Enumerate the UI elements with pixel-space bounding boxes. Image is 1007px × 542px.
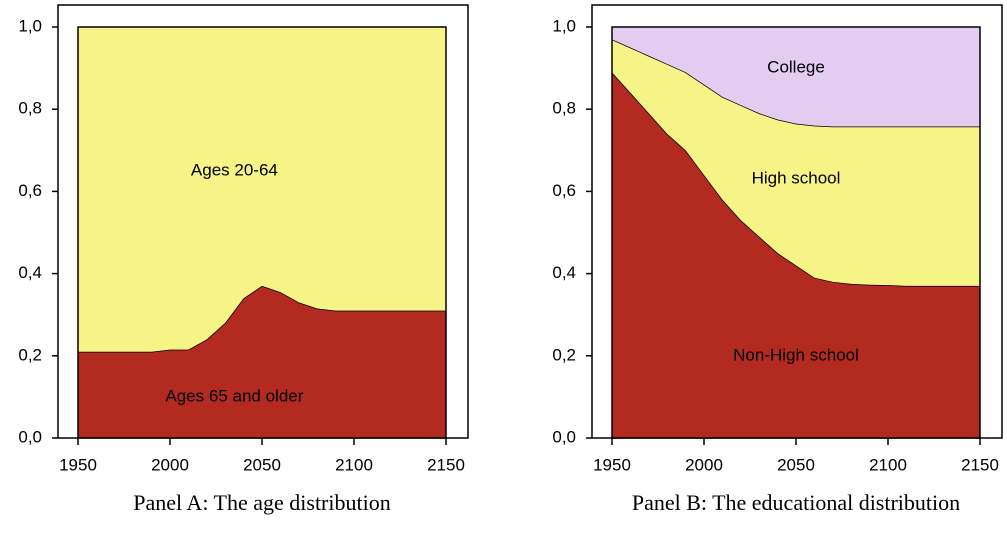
y-tick-label: 1,0 <box>552 16 576 35</box>
caption: Panel B: The educational distribution <box>632 490 960 515</box>
area-label: Ages 20-64 <box>191 160 278 179</box>
x-tick-label: 2000 <box>151 455 189 474</box>
caption: Panel A: The age distribution <box>133 490 390 515</box>
y-tick-label: 0,0 <box>18 427 42 446</box>
y-tick-label: 0,0 <box>552 427 576 446</box>
x-tick-label: 2150 <box>961 455 999 474</box>
area <box>612 72 980 439</box>
y-tick-label: 0,6 <box>18 181 42 200</box>
x-tick-label: 2050 <box>243 455 281 474</box>
area-label: Non-High school <box>733 345 859 364</box>
y-tick-label: 0,4 <box>18 263 42 282</box>
x-tick-label: 2000 <box>685 455 723 474</box>
area-label: High school <box>752 169 841 188</box>
x-tick-label: 2050 <box>777 455 815 474</box>
x-tick-label: 2100 <box>869 455 907 474</box>
area-label: College <box>767 58 825 77</box>
area <box>612 27 980 127</box>
y-tick-label: 0,2 <box>18 345 42 364</box>
x-tick-label: 2100 <box>335 455 373 474</box>
y-tick-label: 0,8 <box>552 99 576 118</box>
x-tick-label: 1950 <box>593 455 631 474</box>
y-tick-label: 0,8 <box>18 99 42 118</box>
y-tick-label: 1,0 <box>18 16 42 35</box>
area-label: Ages 65 and older <box>165 386 303 405</box>
area <box>78 27 446 352</box>
y-tick-label: 0,4 <box>552 263 576 282</box>
y-tick-label: 0,6 <box>552 181 576 200</box>
area <box>612 39 980 286</box>
x-tick-label: 2150 <box>427 455 465 474</box>
y-tick-label: 0,2 <box>552 345 576 364</box>
x-tick-label: 1950 <box>59 455 97 474</box>
area <box>78 285 446 438</box>
